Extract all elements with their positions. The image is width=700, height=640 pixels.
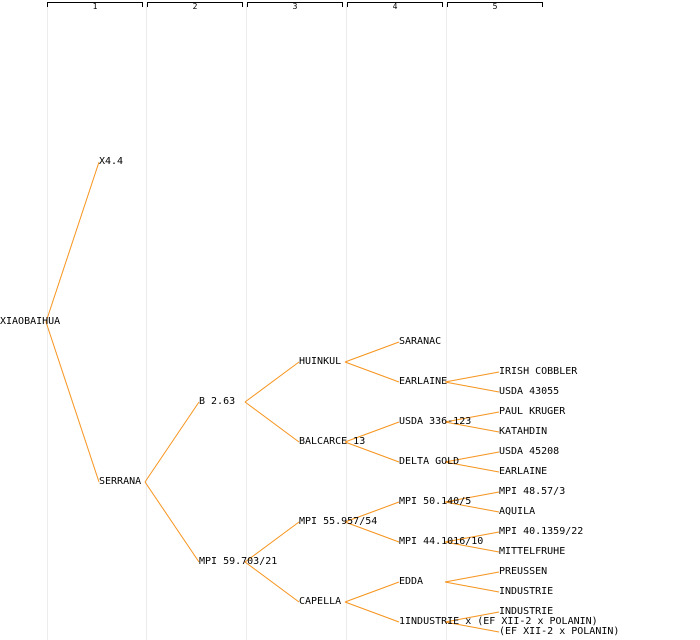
- column-header-1: 1: [47, 0, 143, 12]
- node-usda-43055[interactable]: USDA 43055: [499, 386, 560, 397]
- column-header-2: 2: [147, 0, 243, 12]
- edge-n4-n7: [244, 521, 300, 563]
- edge-n2-n3: [144, 401, 200, 483]
- edge-n3-n5: [244, 361, 300, 403]
- column-bracket: [47, 2, 143, 7]
- column-number: 2: [192, 2, 198, 11]
- node-industrie-2[interactable]: INDUSTRIE: [499, 606, 554, 617]
- column-guide-2: [146, 4, 147, 640]
- edge-n16-n30: [444, 621, 500, 633]
- node-paul-kruger[interactable]: PAUL KRUGER: [499, 406, 566, 417]
- column-bracket: [447, 2, 543, 7]
- node-mpi-44-1016-10[interactable]: MPI 44.1016/10: [399, 536, 484, 547]
- edge-n8-n16: [344, 601, 400, 623]
- edge-n8-n15: [344, 581, 400, 603]
- node-aquila[interactable]: AQUILA: [499, 506, 536, 517]
- edge-n5-n10: [344, 361, 400, 383]
- column-bracket: [147, 2, 243, 7]
- edge-n11-n20: [444, 421, 500, 433]
- edge-n15-n27: [444, 571, 500, 583]
- node-1industrie-cross[interactable]: 1INDUSTRIE x (EF XII-2 x POLANIN): [399, 616, 598, 627]
- edge-n10-n17: [444, 371, 500, 383]
- column-guide-4: [346, 4, 347, 640]
- edge-n6-n12: [344, 441, 400, 463]
- column-guide-5: [446, 4, 447, 640]
- node-x4-4[interactable]: X4.4: [99, 156, 124, 167]
- node-mittelfruhe[interactable]: MITTELFRUHE: [499, 546, 566, 557]
- node-usda-45208[interactable]: USDA 45208: [499, 446, 560, 457]
- edge-n16-n29: [444, 611, 500, 623]
- node-b-2-63[interactable]: B 2.63: [199, 396, 236, 407]
- node-earlaine[interactable]: EARLAINE: [399, 376, 448, 387]
- node-edda[interactable]: EDDA: [399, 576, 424, 587]
- node-capella[interactable]: CAPELLA: [299, 596, 342, 607]
- edge-n14-n26: [444, 541, 500, 553]
- column-bracket: [347, 2, 443, 7]
- edge-n12-n22: [444, 461, 500, 473]
- node-xiaobaihua[interactable]: XIAOBAIHUA: [0, 316, 61, 327]
- edge-n3-n6: [244, 401, 300, 443]
- column-header-4: 4: [347, 0, 443, 12]
- edge-n7-n13: [344, 501, 400, 523]
- column-number: 1: [92, 2, 98, 11]
- node-balcarce-13[interactable]: BALCARCE 13: [299, 436, 366, 447]
- column-number: 3: [292, 2, 298, 11]
- edge-n0-n1: [45, 161, 100, 323]
- node-industrie[interactable]: INDUSTRIE: [499, 586, 554, 597]
- edge-n13-n24: [444, 501, 500, 513]
- node-mpi-55-957-54[interactable]: MPI 55.957/54: [299, 516, 378, 527]
- edge-n4-n8: [244, 561, 300, 603]
- node-saranac[interactable]: SARANAC: [399, 336, 442, 347]
- edge-n2-n4: [144, 481, 200, 563]
- node-irish-cobbler[interactable]: IRISH COBBLER: [499, 366, 578, 377]
- column-guide-1: [47, 4, 48, 640]
- column-guide-3: [246, 4, 247, 640]
- node-ef-xii-2-x-polanin[interactable]: (EF XII-2 x POLANIN): [499, 626, 620, 637]
- node-katahdin[interactable]: KATAHDIN: [499, 426, 548, 437]
- node-mpi-48-57-3[interactable]: MPI 48.57/3: [499, 486, 566, 497]
- node-mpi-50-140-5[interactable]: MPI 50.140/5: [399, 496, 472, 507]
- edge-n7-n14: [344, 521, 400, 543]
- edge-n10-n18: [444, 381, 500, 393]
- node-huinkul[interactable]: HUINKUL: [299, 356, 342, 367]
- node-delta-gold[interactable]: DELTA GOLD: [399, 456, 460, 467]
- column-header-5: 5: [447, 0, 543, 12]
- node-usda-336-123[interactable]: USDA 336-123: [399, 416, 472, 427]
- node-mpi-59-703-21[interactable]: MPI 59.703/21: [199, 556, 278, 567]
- column-header-3: 3: [247, 0, 343, 12]
- edge-n12-n21: [444, 451, 500, 463]
- node-serrana[interactable]: SERRANA: [99, 476, 142, 487]
- edge-n11-n19: [444, 411, 500, 423]
- column-bracket: [247, 2, 343, 7]
- edge-n14-n25: [444, 531, 500, 543]
- node-earlaine-2[interactable]: EARLAINE: [499, 466, 548, 477]
- node-mpi-40-1359-22[interactable]: MPI 40.1359/22: [499, 526, 584, 537]
- column-number: 4: [392, 2, 398, 11]
- edge-n6-n11: [344, 421, 400, 443]
- edge-n5-n9: [344, 341, 400, 363]
- edge-n15-n28: [444, 581, 500, 593]
- node-preussen[interactable]: PREUSSEN: [499, 566, 548, 577]
- edge-n13-n23: [444, 491, 500, 503]
- edge-n0-n2: [45, 321, 100, 483]
- column-number: 5: [492, 2, 498, 11]
